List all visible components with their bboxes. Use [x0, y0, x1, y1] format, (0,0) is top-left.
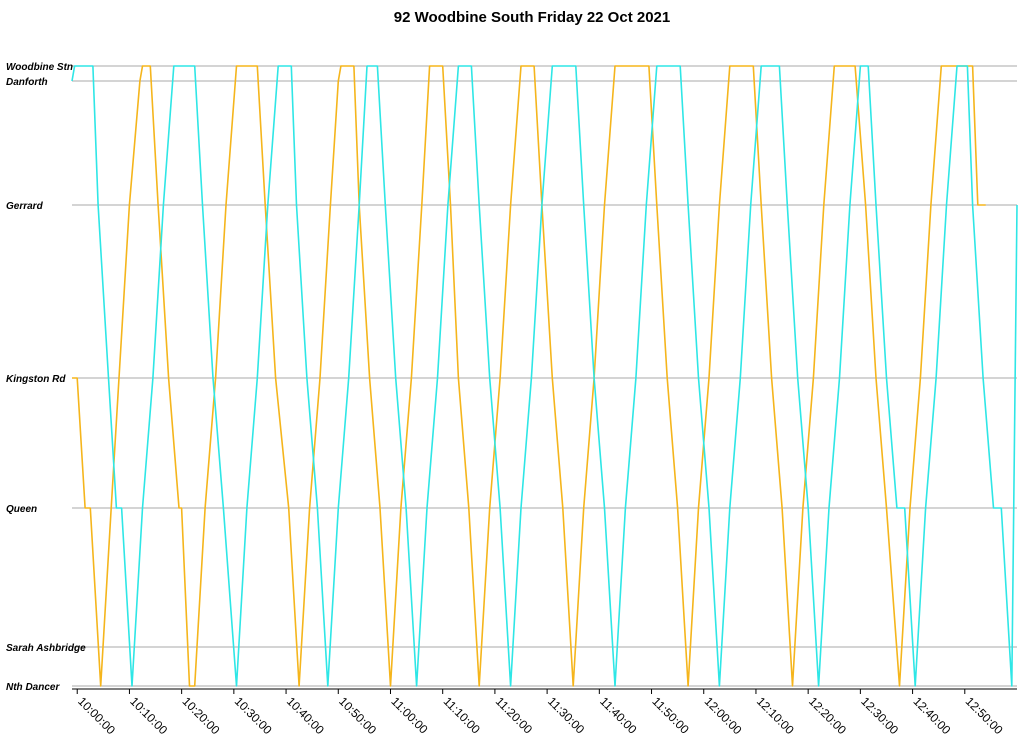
stop-label: Gerrard	[6, 201, 44, 212]
stop-label: Danforth	[6, 77, 48, 88]
chart-title: 92 Woodbine South Friday 22 Oct 2021	[394, 9, 670, 26]
y-axis-stop-labels: Woodbine Stn Danforth Gerrard Kingston Rd Qu…	[6, 62, 86, 693]
x-tick-label: 12:30:00	[858, 694, 901, 737]
x-tick-label: 11:50:00	[649, 694, 692, 737]
grid-lines	[72, 65, 1017, 687]
x-tick-label: 11:10:00	[441, 694, 484, 737]
x-tick-label: 12:40:00	[910, 694, 953, 737]
stop-label: Woodbine Stn	[6, 62, 73, 73]
x-axis-ticks: 10:00:00 10:10:00 10:20:00 10:30:00 10:40:00…	[75, 689, 1006, 737]
stop-label: Nth Dancer	[6, 682, 60, 693]
stop-label: Sarah Ashbridge	[6, 643, 86, 654]
x-tick-label: 12:10:00	[754, 694, 797, 737]
x-tick-label: 12:00:00	[702, 694, 745, 737]
x-tick-label: 10:30:00	[232, 694, 275, 737]
x-tick-label: 11:30:00	[545, 694, 588, 737]
x-tick-label: 11:40:00	[597, 694, 640, 737]
x-tick-label: 10:00:00	[75, 694, 118, 737]
series-line-2	[71, 65, 1018, 687]
x-tick-label: 11:00:00	[388, 694, 431, 737]
x-tick-label: 11:20:00	[493, 694, 536, 737]
x-tick-label: 12:20:00	[806, 694, 849, 737]
stop-label: Queen	[6, 504, 37, 515]
x-tick-label: 10:10:00	[127, 694, 170, 737]
stop-label: Kingston Rd	[6, 374, 66, 385]
x-tick-label: 12:50:00	[963, 694, 1006, 737]
series-line-1	[72, 65, 986, 687]
x-tick-label: 10:40:00	[284, 694, 327, 737]
x-tick-label: 10:20:00	[180, 694, 223, 737]
series-lines	[71, 65, 1018, 687]
x-tick-label: 10:50:00	[336, 694, 379, 737]
